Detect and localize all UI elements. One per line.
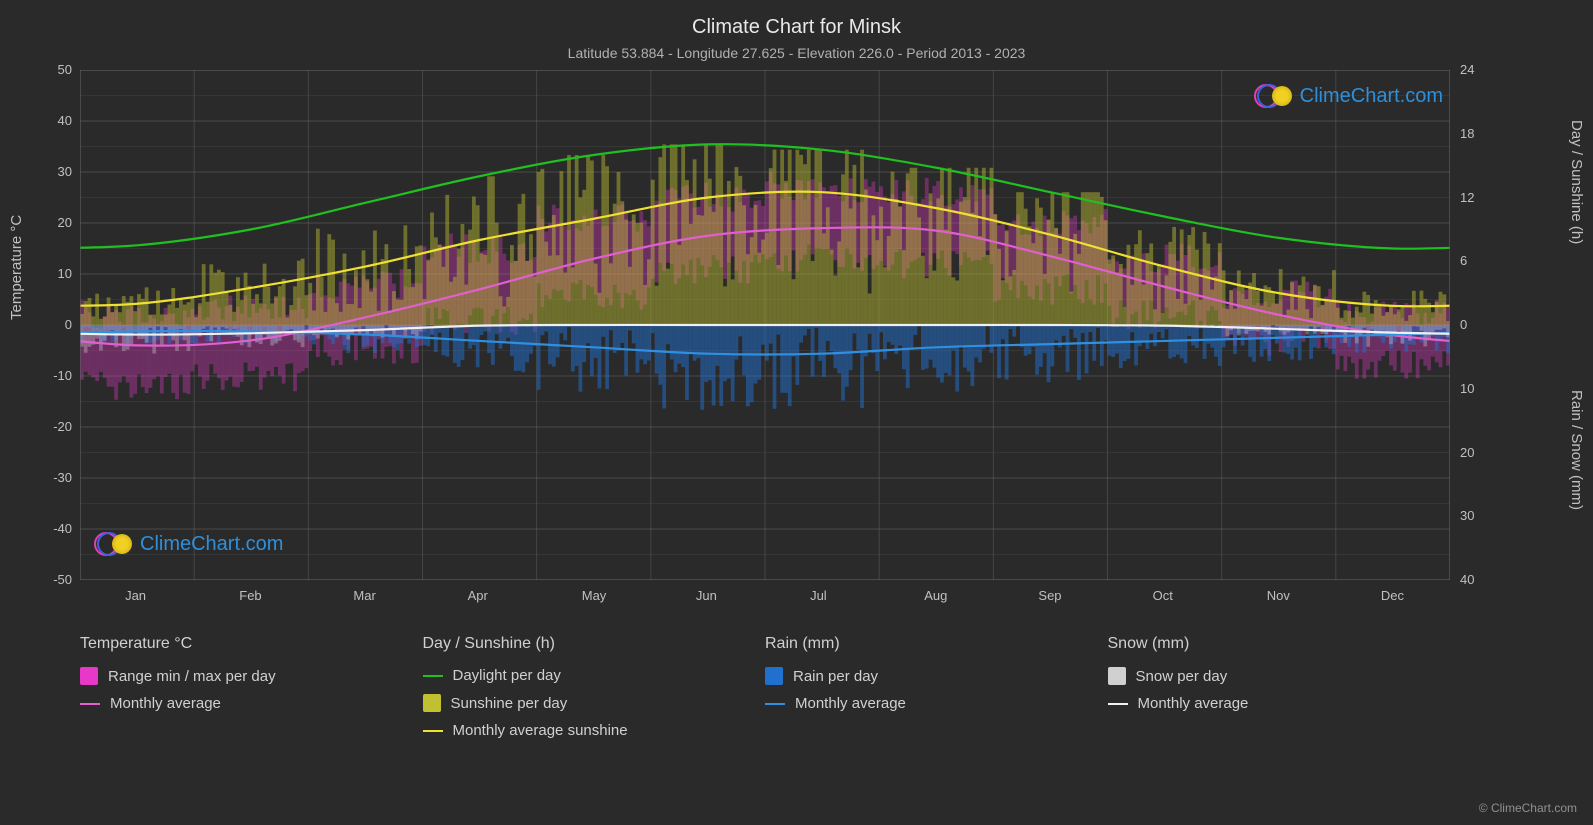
tick-left: 20	[58, 215, 72, 230]
y-axis-label-right-bottom: Rain / Snow (mm)	[1568, 390, 1585, 510]
legend-heading-rain: Rain (mm)	[765, 635, 1108, 653]
legend-label: Snow per day	[1136, 668, 1228, 685]
tick-right-top: 0	[1460, 317, 1467, 332]
line-icon	[423, 730, 443, 732]
legend-item-temp-avg: Monthly average	[80, 695, 423, 712]
tick-month: Nov	[1267, 588, 1290, 603]
legend-label: Sunshine per day	[451, 695, 568, 712]
tick-month: Sep	[1038, 588, 1061, 603]
legend-label: Monthly average	[110, 695, 221, 712]
tick-right-bottom: 30	[1460, 508, 1474, 523]
line-icon	[80, 703, 100, 705]
legend-label: Monthly average	[1138, 695, 1249, 712]
legend-label: Rain per day	[793, 668, 878, 685]
chart-title: Climate Chart for Minsk	[0, 0, 1593, 39]
legend-item-daylight: Daylight per day	[423, 667, 766, 684]
swatch-icon	[423, 694, 441, 712]
tick-month: May	[582, 588, 607, 603]
swatch-icon	[765, 667, 783, 685]
tick-month: Mar	[353, 588, 375, 603]
legend-heading-day: Day / Sunshine (h)	[423, 635, 766, 653]
tick-left: -50	[53, 572, 72, 587]
plot-svg	[80, 70, 1450, 580]
tick-month: Jul	[810, 588, 827, 603]
tick-left: 30	[58, 164, 72, 179]
line-icon	[423, 675, 443, 677]
legend-item-snow-avg: Monthly average	[1108, 695, 1451, 712]
legend-label: Monthly average	[795, 695, 906, 712]
logo-icon	[1254, 82, 1294, 110]
line-icon	[1108, 703, 1128, 705]
tick-right-bottom: 40	[1460, 572, 1474, 587]
legend-item-rain-avg: Monthly average	[765, 695, 1108, 712]
legend-item-temp-range: Range min / max per day	[80, 667, 423, 685]
y-axis-label-right-top: Day / Sunshine (h)	[1568, 120, 1585, 244]
watermark-text: ClimeChart.com	[140, 533, 283, 556]
tick-left: 50	[58, 62, 72, 77]
swatch-icon	[1108, 667, 1126, 685]
tick-left: -20	[53, 419, 72, 434]
tick-left: 40	[58, 113, 72, 128]
tick-right-bottom: 20	[1460, 445, 1474, 460]
y-axis-label-left: Temperature °C	[8, 215, 25, 320]
watermark-text: ClimeChart.com	[1300, 85, 1443, 108]
legend-col-temp: Temperature °C Range min / max per day M…	[80, 635, 423, 749]
tick-left: -40	[53, 521, 72, 536]
tick-left: -10	[53, 368, 72, 383]
legend-label: Monthly average sunshine	[453, 722, 628, 739]
tick-month: Jan	[125, 588, 146, 603]
legend-item-sunshine: Sunshine per day	[423, 694, 766, 712]
tick-month: Apr	[468, 588, 488, 603]
tick-left: 10	[58, 266, 72, 281]
logo-icon	[94, 530, 134, 558]
watermark-bottom: ClimeChart.com	[94, 530, 283, 558]
legend-item-sunshine-avg: Monthly average sunshine	[423, 722, 766, 739]
climate-chart-container: Climate Chart for Minsk Latitude 53.884 …	[0, 0, 1593, 825]
tick-left: 0	[65, 317, 72, 332]
tick-right-top: 12	[1460, 190, 1474, 205]
tick-right-bottom: 10	[1460, 381, 1474, 396]
tick-right-top: 24	[1460, 62, 1474, 77]
tick-right-top: 6	[1460, 253, 1467, 268]
legend: Temperature °C Range min / max per day M…	[80, 635, 1450, 749]
watermark-top: ClimeChart.com	[1254, 82, 1443, 110]
legend-item-rain: Rain per day	[765, 667, 1108, 685]
chart-subtitle: Latitude 53.884 - Longitude 27.625 - Ele…	[0, 39, 1593, 61]
legend-item-snow: Snow per day	[1108, 667, 1451, 685]
tick-right-top: 18	[1460, 126, 1474, 141]
tick-month: Oct	[1153, 588, 1173, 603]
swatch-icon	[80, 667, 98, 685]
tick-month: Dec	[1381, 588, 1404, 603]
legend-col-day: Day / Sunshine (h) Daylight per day Suns…	[423, 635, 766, 749]
legend-heading-snow: Snow (mm)	[1108, 635, 1451, 653]
tick-month: Jun	[696, 588, 717, 603]
tick-left: -30	[53, 470, 72, 485]
legend-heading-temp: Temperature °C	[80, 635, 423, 653]
copyright: © ClimeChart.com	[1479, 801, 1577, 815]
legend-col-snow: Snow (mm) Snow per day Monthly average	[1108, 635, 1451, 749]
line-icon	[765, 703, 785, 705]
tick-month: Aug	[924, 588, 947, 603]
legend-label: Range min / max per day	[108, 668, 276, 685]
legend-label: Daylight per day	[453, 667, 561, 684]
legend-col-rain: Rain (mm) Rain per day Monthly average	[765, 635, 1108, 749]
tick-month: Feb	[239, 588, 261, 603]
